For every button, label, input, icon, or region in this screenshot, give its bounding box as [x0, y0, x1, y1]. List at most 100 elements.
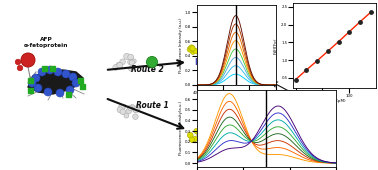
- Point: [346, 30, 352, 33]
- Circle shape: [200, 53, 204, 57]
- Circle shape: [199, 54, 204, 59]
- Circle shape: [215, 53, 219, 58]
- Circle shape: [129, 66, 134, 71]
- Point: [368, 11, 374, 14]
- Circle shape: [202, 131, 206, 134]
- Circle shape: [198, 138, 202, 142]
- Circle shape: [56, 89, 64, 97]
- Text: FRET: FRET: [194, 58, 216, 67]
- Circle shape: [199, 48, 203, 52]
- Polygon shape: [28, 70, 83, 94]
- Polygon shape: [79, 83, 85, 89]
- Circle shape: [199, 133, 204, 138]
- Point: [293, 78, 299, 81]
- Circle shape: [129, 60, 135, 65]
- Point: [325, 50, 331, 53]
- Circle shape: [197, 50, 202, 56]
- Circle shape: [113, 64, 119, 70]
- Circle shape: [132, 59, 136, 63]
- Circle shape: [66, 86, 74, 94]
- Y-axis label: Fluorescence Intensity (a.u.): Fluorescence Intensity (a.u.): [180, 17, 183, 73]
- Circle shape: [192, 48, 196, 52]
- Circle shape: [116, 62, 122, 68]
- Circle shape: [130, 105, 135, 109]
- Circle shape: [192, 136, 198, 142]
- Circle shape: [200, 138, 205, 142]
- Circle shape: [117, 62, 123, 69]
- Circle shape: [226, 55, 231, 59]
- Circle shape: [120, 59, 125, 65]
- Circle shape: [198, 47, 201, 51]
- Circle shape: [210, 46, 215, 51]
- Circle shape: [187, 46, 193, 52]
- Y-axis label: Fluorescence Intensity(a.u.): Fluorescence Intensity(a.u.): [180, 101, 183, 156]
- Point: [336, 40, 342, 43]
- Circle shape: [133, 108, 137, 112]
- Circle shape: [15, 59, 21, 65]
- Circle shape: [191, 138, 195, 143]
- Circle shape: [204, 135, 208, 139]
- Circle shape: [62, 70, 70, 78]
- Circle shape: [127, 105, 133, 111]
- Polygon shape: [28, 78, 33, 82]
- Circle shape: [126, 108, 132, 114]
- Circle shape: [21, 53, 35, 67]
- Polygon shape: [77, 78, 82, 82]
- Circle shape: [147, 56, 158, 67]
- Circle shape: [224, 59, 229, 64]
- Circle shape: [46, 66, 54, 74]
- Circle shape: [229, 48, 234, 53]
- Circle shape: [133, 114, 138, 120]
- Y-axis label: F$_{AFP}$/F$_{ref}$: F$_{AFP}$/F$_{ref}$: [272, 37, 280, 55]
- Circle shape: [197, 51, 203, 57]
- Point: [357, 20, 363, 23]
- Circle shape: [117, 107, 123, 113]
- Circle shape: [197, 138, 202, 142]
- Circle shape: [201, 135, 205, 139]
- Circle shape: [72, 79, 80, 87]
- Point: [303, 69, 309, 71]
- Circle shape: [124, 113, 129, 118]
- Point: [314, 59, 320, 62]
- Circle shape: [225, 49, 229, 53]
- Circle shape: [202, 129, 206, 133]
- X-axis label: [AFP] (pM): [AFP] (pM): [324, 99, 345, 103]
- Circle shape: [194, 129, 199, 134]
- Circle shape: [28, 79, 36, 87]
- Circle shape: [215, 51, 219, 55]
- Circle shape: [120, 109, 125, 115]
- Circle shape: [119, 104, 125, 110]
- Circle shape: [38, 68, 46, 76]
- Circle shape: [133, 107, 139, 113]
- Circle shape: [122, 104, 126, 109]
- Circle shape: [215, 58, 221, 63]
- Circle shape: [54, 68, 62, 76]
- Polygon shape: [42, 65, 46, 71]
- Circle shape: [212, 55, 215, 59]
- Circle shape: [213, 58, 219, 64]
- Circle shape: [215, 48, 219, 52]
- Circle shape: [187, 132, 193, 138]
- Circle shape: [44, 88, 52, 96]
- Circle shape: [17, 65, 23, 71]
- Circle shape: [124, 53, 130, 60]
- Circle shape: [32, 74, 40, 82]
- Text: Route 2: Route 2: [131, 65, 163, 74]
- Circle shape: [229, 47, 234, 52]
- Circle shape: [128, 59, 133, 65]
- Polygon shape: [50, 65, 54, 71]
- Text: AFP: AFP: [40, 37, 53, 42]
- Text: α-fetoprotein: α-fetoprotein: [24, 43, 68, 48]
- Circle shape: [197, 131, 203, 137]
- Circle shape: [217, 55, 220, 59]
- Circle shape: [34, 84, 42, 92]
- Circle shape: [128, 54, 133, 60]
- Circle shape: [193, 48, 198, 54]
- Circle shape: [221, 57, 225, 62]
- Circle shape: [69, 73, 77, 81]
- X-axis label: Wavelength (nm): Wavelength (nm): [218, 96, 254, 100]
- Circle shape: [217, 53, 223, 58]
- Text: Route 1: Route 1: [136, 101, 168, 110]
- Circle shape: [213, 48, 218, 53]
- Circle shape: [211, 51, 216, 56]
